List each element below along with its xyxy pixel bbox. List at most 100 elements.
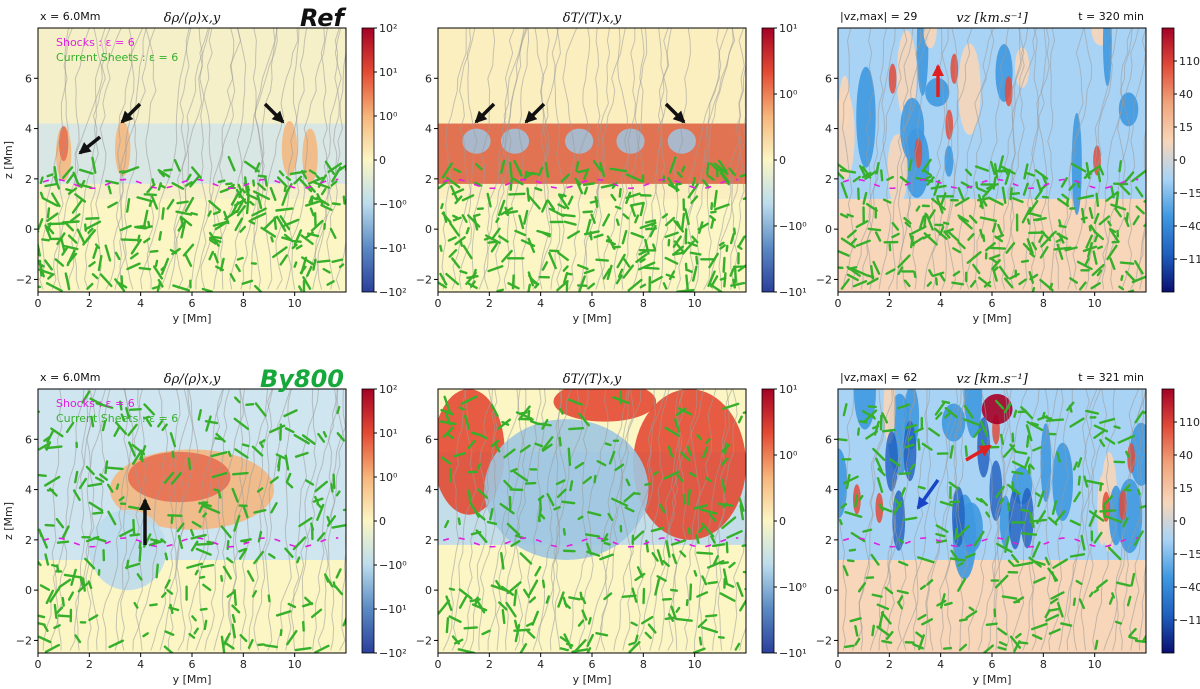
current-sheet — [1124, 171, 1135, 183]
current-sheet — [322, 430, 328, 438]
current-sheet — [233, 514, 241, 532]
x-tick-label: 0 — [435, 658, 442, 671]
current-sheet — [1022, 182, 1029, 196]
current-sheet — [723, 272, 727, 288]
current-sheet — [840, 182, 849, 199]
current-sheet — [531, 610, 539, 626]
current-sheet — [652, 470, 659, 476]
field-line — [694, 28, 734, 290]
colorbar-tick-label: −10⁰ — [779, 581, 807, 594]
current-sheet — [505, 601, 517, 618]
current-sheet — [876, 625, 891, 637]
current-sheet — [692, 504, 709, 510]
current-sheet — [236, 200, 244, 214]
field-line — [907, 28, 926, 290]
current-sheet — [498, 601, 508, 611]
current-sheet — [316, 196, 330, 207]
field-line — [1047, 28, 1056, 290]
current-sheet — [1093, 588, 1100, 594]
current-sheet — [902, 516, 918, 522]
current-sheet — [997, 223, 1004, 237]
current-sheet — [875, 457, 883, 473]
current-sheet — [114, 421, 128, 435]
current-sheet — [625, 173, 643, 183]
current-sheet — [983, 644, 994, 653]
field-line — [709, 28, 746, 290]
current-sheet — [917, 556, 935, 564]
current-sheet — [574, 177, 582, 186]
current-sheet — [285, 472, 292, 483]
current-sheet — [190, 211, 199, 216]
current-sheet — [94, 243, 101, 250]
vz-structure — [1071, 112, 1082, 215]
current-sheet — [566, 272, 573, 276]
current-sheet — [467, 489, 472, 505]
current-sheet — [309, 207, 315, 217]
current-sheet — [623, 491, 636, 503]
current-sheet — [582, 210, 594, 214]
current-sheet — [939, 225, 945, 236]
field-line — [199, 28, 216, 290]
field-line — [1121, 28, 1146, 290]
current-sheet — [867, 227, 882, 232]
current-sheet — [1078, 281, 1087, 291]
field-line — [213, 389, 244, 651]
current-sheet — [39, 191, 44, 199]
current-sheet — [253, 284, 263, 292]
current-sheet — [283, 185, 287, 193]
current-sheet — [674, 617, 693, 622]
current-sheet — [1069, 553, 1086, 558]
current-sheet — [1026, 218, 1031, 225]
current-sheet — [897, 266, 904, 276]
current-sheet — [1099, 417, 1116, 424]
current-sheet — [441, 162, 453, 179]
current-sheet — [712, 543, 726, 548]
current-sheet — [946, 229, 960, 242]
current-sheet — [630, 621, 638, 627]
current-sheet — [739, 504, 745, 521]
current-sheet — [117, 281, 128, 289]
field-line — [958, 28, 995, 290]
current-sheet — [595, 631, 609, 637]
current-sheet — [707, 580, 718, 585]
current-sheet — [81, 390, 91, 404]
current-sheet — [125, 559, 130, 570]
current-sheet — [840, 503, 848, 509]
y-tick-label: 6 — [25, 433, 32, 446]
x-tick-label: 4 — [937, 297, 944, 310]
current-sheet — [534, 442, 544, 448]
current-sheet — [499, 502, 515, 515]
current-sheet — [704, 438, 711, 445]
current-sheet — [199, 575, 206, 579]
current-sheet — [634, 572, 646, 582]
x-axis-label: y [Mm] — [973, 673, 1012, 686]
colorbar-tick-label: −15 — [1179, 187, 1200, 200]
current-sheet — [541, 261, 549, 271]
current-sheet — [54, 258, 65, 267]
colorbar-tick-label: −110 — [1179, 253, 1200, 266]
current-sheet — [667, 445, 674, 458]
current-sheet — [1091, 263, 1105, 277]
current-sheet — [599, 161, 606, 178]
current-sheet — [284, 547, 294, 559]
field-line — [469, 28, 496, 290]
current-sheet — [732, 278, 736, 289]
colorbar-tick-label: −110 — [1179, 614, 1200, 627]
current-sheet — [106, 466, 124, 471]
current-sheet — [1111, 592, 1116, 599]
current-sheet — [910, 236, 925, 246]
current-sheet — [1029, 212, 1042, 218]
current-sheet — [472, 213, 481, 218]
y-tick-label: −2 — [816, 273, 832, 286]
current-sheet — [486, 520, 498, 526]
current-sheet — [439, 272, 448, 286]
field-line — [511, 28, 530, 290]
current-sheet — [907, 435, 913, 442]
current-sheet — [170, 472, 182, 485]
current-sheet — [882, 198, 892, 204]
current-sheet — [686, 488, 691, 506]
density-spicule — [281, 121, 298, 177]
current-sheet — [244, 160, 260, 173]
current-sheet — [935, 532, 946, 538]
